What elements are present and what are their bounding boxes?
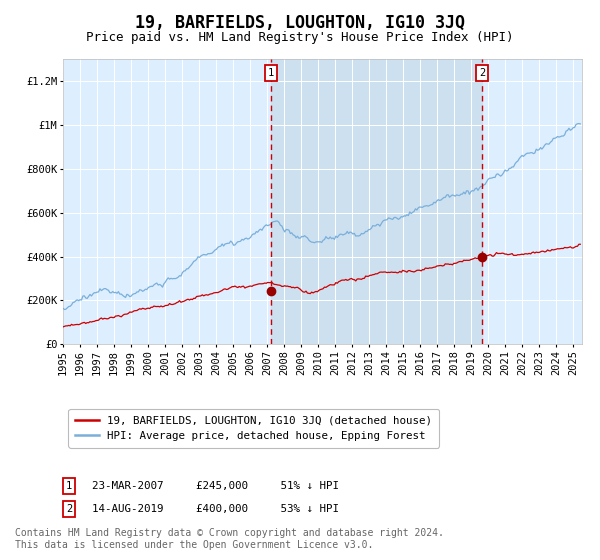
Text: 23-MAR-2007     £245,000     51% ↓ HPI: 23-MAR-2007 £245,000 51% ↓ HPI [92,481,338,491]
Bar [271,59,482,344]
Text: Contains HM Land Registry data © Crown copyright and database right 2024.
This d: Contains HM Land Registry data © Crown c… [15,528,444,550]
Text: Price paid vs. HM Land Registry's House Price Index (HPI): Price paid vs. HM Land Registry's House … [86,31,514,44]
Text: 14-AUG-2019     £400,000     53% ↓ HPI: 14-AUG-2019 £400,000 53% ↓ HPI [92,503,338,514]
Text: 2: 2 [66,503,73,514]
Text: 1: 1 [268,68,274,78]
Text: 2: 2 [479,68,485,78]
Text: 1: 1 [66,481,73,491]
Legend: 19, BARFIELDS, LOUGHTON, IG10 3JQ (detached house), HPI: Average price, detached: 19, BARFIELDS, LOUGHTON, IG10 3JQ (detac… [68,409,439,447]
Text: 19, BARFIELDS, LOUGHTON, IG10 3JQ: 19, BARFIELDS, LOUGHTON, IG10 3JQ [135,14,465,32]
